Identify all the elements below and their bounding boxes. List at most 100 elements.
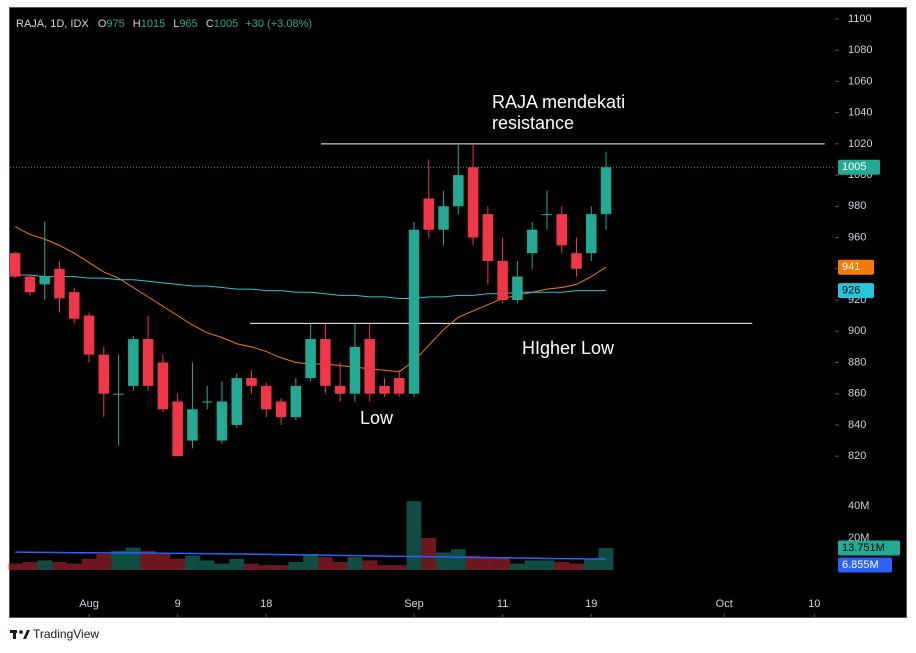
annotation: Low [360, 408, 394, 428]
low-value: 965 [179, 18, 197, 30]
candle-body [541, 214, 553, 216]
y-tick-label: 1100 [848, 13, 872, 25]
volume-bar [22, 562, 38, 570]
x-tick-label: 10 [808, 598, 820, 610]
ma-label-box [838, 259, 874, 275]
volume-bar [391, 565, 407, 570]
candle-body [9, 253, 21, 277]
volume-bar [214, 563, 230, 570]
volume-bar [170, 558, 186, 570]
y-tick-label: 880 [848, 356, 866, 368]
y-tick-label: 860 [848, 388, 866, 400]
candle-body [69, 292, 80, 319]
candle-body [128, 339, 139, 386]
candle-body [83, 315, 95, 355]
volume-bar [450, 549, 466, 570]
candle-body [482, 214, 494, 261]
y-tick-label: 960 [848, 231, 866, 243]
volume-bar [140, 550, 156, 570]
volume-bar [288, 562, 304, 570]
candle-body [586, 214, 597, 254]
candle-body [54, 268, 65, 299]
open-value: 975 [106, 18, 124, 30]
volume-bar [421, 538, 437, 570]
candle-body [571, 253, 582, 269]
volume-bar [347, 557, 363, 570]
y-tick-label: 980 [848, 200, 866, 212]
candle-body [467, 167, 479, 238]
candle-body [379, 385, 390, 394]
volume-bar [258, 565, 274, 570]
volume-bar [52, 562, 67, 570]
candle-body [334, 385, 346, 394]
y-tick-label: 1080 [848, 44, 872, 56]
ma-label: 926 [842, 285, 860, 297]
volume-bar [554, 562, 570, 570]
volume-bar [125, 547, 141, 570]
close-prefix: C [206, 18, 214, 30]
x-tick-label: 9 [175, 598, 181, 610]
candle-body [231, 378, 242, 425]
candle-body [364, 339, 375, 394]
y-tick-label: 900 [848, 325, 866, 337]
ma-label: 941 [842, 261, 860, 273]
brand-name: TradingView [33, 627, 99, 641]
volume-bar [229, 558, 245, 570]
candle-body [349, 346, 361, 394]
volume-bar [155, 554, 171, 570]
volume-bar [583, 558, 599, 570]
candle-body [497, 260, 508, 301]
volume-bar [66, 563, 82, 570]
y-tick-label: 820 [848, 450, 866, 462]
candle-body [98, 354, 110, 394]
volume-bar [524, 560, 540, 570]
candle-body [187, 409, 198, 441]
close-value: 1005 [214, 18, 238, 30]
candle-body [113, 393, 124, 395]
volume-tick-label: 40M [848, 500, 869, 512]
volume-bar [510, 563, 525, 570]
volume-bar [362, 560, 378, 570]
candle-body [423, 198, 435, 230]
annotation: RAJA mendekati [492, 92, 625, 112]
volume-bar [96, 554, 112, 570]
volume-bar [332, 562, 348, 570]
volume-bar [244, 563, 259, 570]
x-tick-label: Oct [716, 598, 733, 610]
volume-bar [303, 554, 319, 570]
candle-body [320, 339, 331, 386]
candle-body [408, 229, 420, 394]
ma-label-box [838, 283, 874, 299]
volume-bar [111, 550, 126, 570]
volume-bar [539, 560, 555, 570]
volume-bar [377, 565, 392, 570]
candle-body [305, 339, 316, 379]
annotation: HIgher Low [522, 338, 615, 358]
x-tick-label: Aug [79, 598, 99, 610]
volume-label: 13.751M [842, 542, 885, 554]
candle-body [438, 206, 449, 230]
x-tick-label: Sep [404, 598, 424, 610]
candle-body [39, 276, 50, 285]
chart-frame [9, 7, 907, 618]
x-tick-label: 11 [497, 598, 508, 610]
candle-body [24, 276, 36, 293]
volume-bar [7, 563, 23, 570]
x-tick-label: 18 [260, 598, 272, 610]
open-prefix: O [98, 18, 107, 30]
candle-body [261, 385, 272, 410]
y-tick-label: 1040 [848, 107, 872, 119]
volume-bar [495, 557, 511, 570]
last-price-label-box [838, 159, 880, 175]
candle-body [157, 362, 169, 410]
volume-bar [199, 560, 215, 570]
volume-bar [406, 501, 422, 570]
volume-ma-line [15, 551, 607, 560]
volume-bar [317, 557, 333, 570]
candle-body [556, 214, 567, 246]
volume-bar [436, 552, 451, 570]
high-value: 1015 [141, 18, 165, 30]
high-prefix: H [133, 18, 141, 30]
volume-label-box [838, 540, 900, 556]
volume-bar [465, 555, 481, 570]
